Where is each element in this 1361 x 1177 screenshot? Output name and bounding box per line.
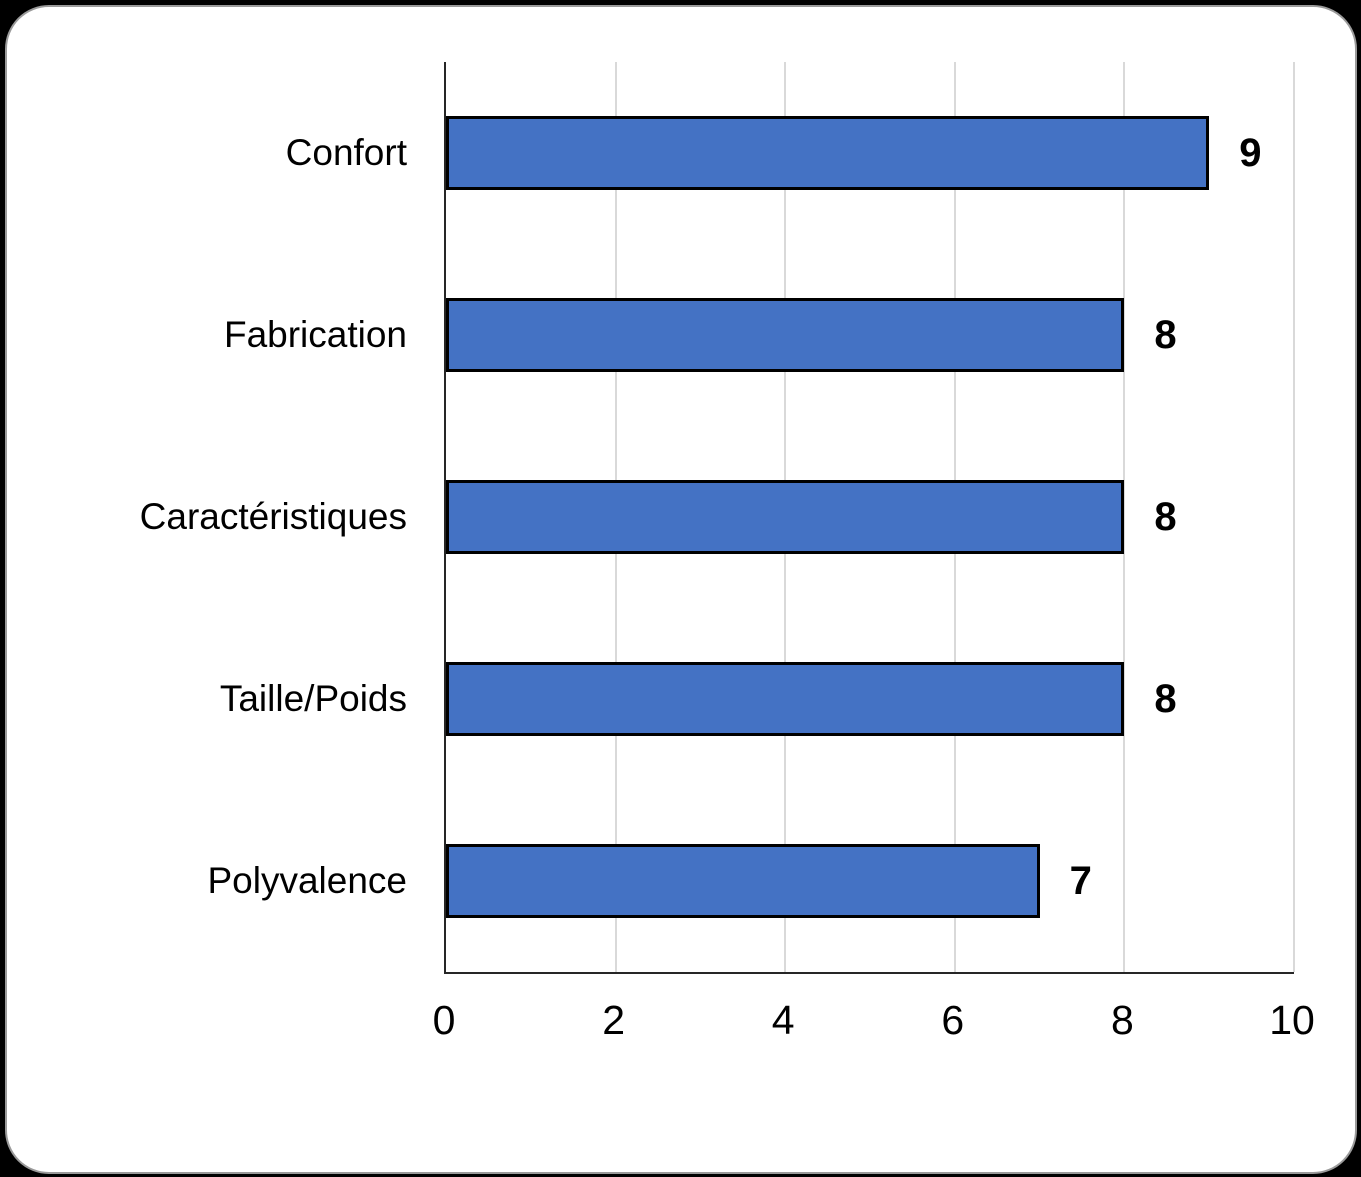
gridline — [1123, 62, 1126, 972]
bar-row: 8 — [446, 608, 1294, 790]
bar-row: 8 — [446, 244, 1294, 426]
data-label: 8 — [1154, 313, 1177, 357]
x-tick-label: 8 — [1110, 997, 1134, 1043]
category-label: Confort — [285, 132, 407, 173]
category-label: Polyvalence — [207, 860, 407, 901]
x-tick-label: 2 — [602, 997, 625, 1043]
bar-caract-ristiques — [446, 480, 1125, 554]
x-tick-label: 6 — [941, 997, 965, 1043]
category-label: Caractéristiques — [139, 496, 407, 537]
plot-area: 9 8 8 8 7 — [444, 62, 1295, 974]
x-tick-label: 0 — [432, 997, 456, 1043]
bar-row: 9 — [446, 62, 1294, 244]
x-axis-tick-labels: 0 2 4 6 8 10 — [433, 997, 1315, 1060]
bar-fabrication — [446, 298, 1125, 372]
category-axis-labels: Confort Fabrication Caractéristiques Taille… — [7, 62, 407, 972]
category-label: Fabrication — [223, 314, 407, 355]
category-label: Taille/Poids — [219, 678, 407, 719]
x-tick-label: 4 — [771, 997, 795, 1043]
chart-card: Confort Fabrication Caractéristiques Taille… — [5, 5, 1357, 1174]
data-label: 8 — [1154, 677, 1177, 721]
bar-confort — [446, 116, 1210, 190]
bar-row: 8 — [446, 426, 1294, 608]
bar-row: 7 — [446, 790, 1294, 972]
bar-rows: 9 8 8 8 7 — [446, 62, 1294, 972]
gridline — [1293, 62, 1295, 972]
x-tick-label: 10 — [1269, 997, 1315, 1043]
bar-polyvalence — [446, 844, 1040, 918]
bar-taille-poids — [446, 662, 1125, 736]
data-label: 9 — [1239, 131, 1262, 175]
data-label: 8 — [1154, 495, 1177, 539]
data-label: 7 — [1069, 859, 1092, 903]
